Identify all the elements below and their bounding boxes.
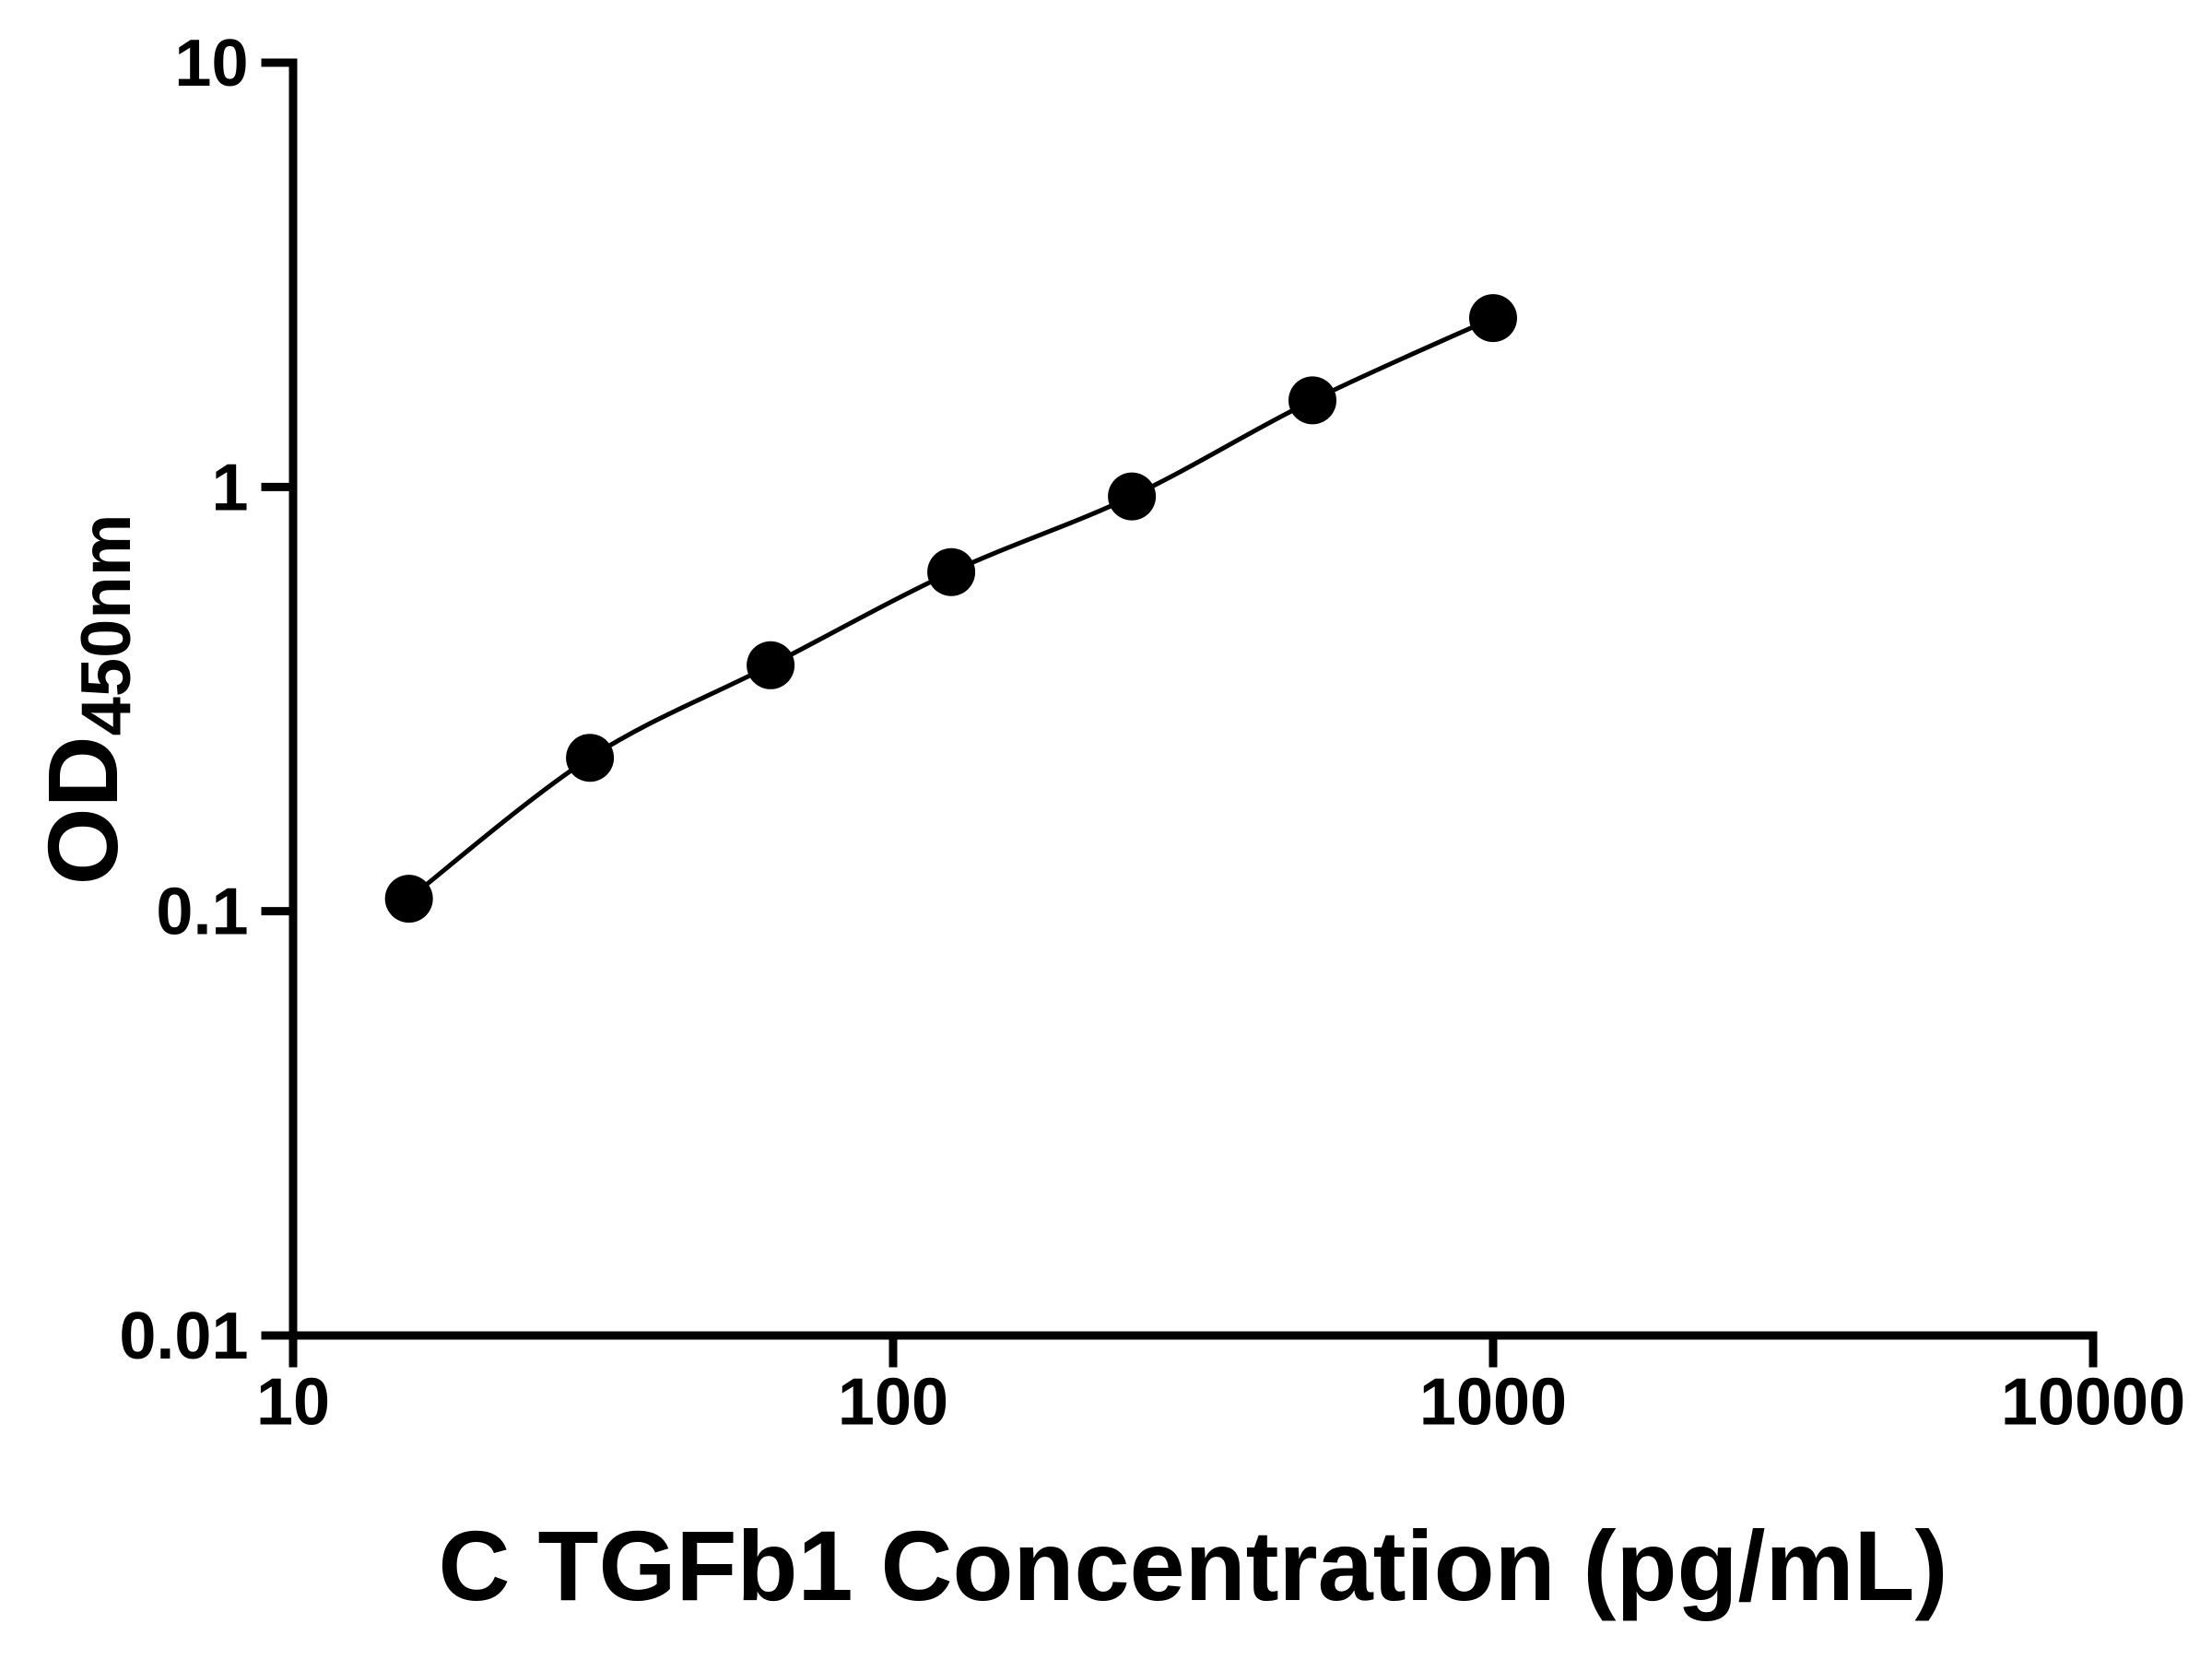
data-point-marker	[747, 641, 795, 689]
data-point-marker	[566, 734, 615, 782]
data-point-marker	[1108, 472, 1157, 521]
x-axis-title: C TGFb1 Concentration (pg/mL)	[438, 1510, 1948, 1621]
data-point-marker	[1288, 376, 1336, 425]
y-tick-label: 1	[211, 451, 248, 524]
x-tick-label: 100	[838, 1366, 948, 1440]
data-point-marker	[927, 547, 976, 596]
y-axis-title: OD450nm	[27, 514, 146, 886]
y-axis-title-base: OD	[27, 735, 138, 886]
x-tick-label: 1000	[1419, 1366, 1567, 1440]
data-point-marker	[1469, 294, 1517, 343]
x-tick-label: 10	[256, 1366, 330, 1440]
y-axis-title-subscript: 450nm	[67, 513, 146, 736]
data-point-marker	[384, 875, 433, 924]
x-tick-label: 10000	[2001, 1366, 2185, 1440]
y-tick-label: 0.1	[156, 876, 248, 949]
y-tick-label: 0.01	[119, 1300, 248, 1373]
y-tick-label: 10	[174, 27, 248, 100]
